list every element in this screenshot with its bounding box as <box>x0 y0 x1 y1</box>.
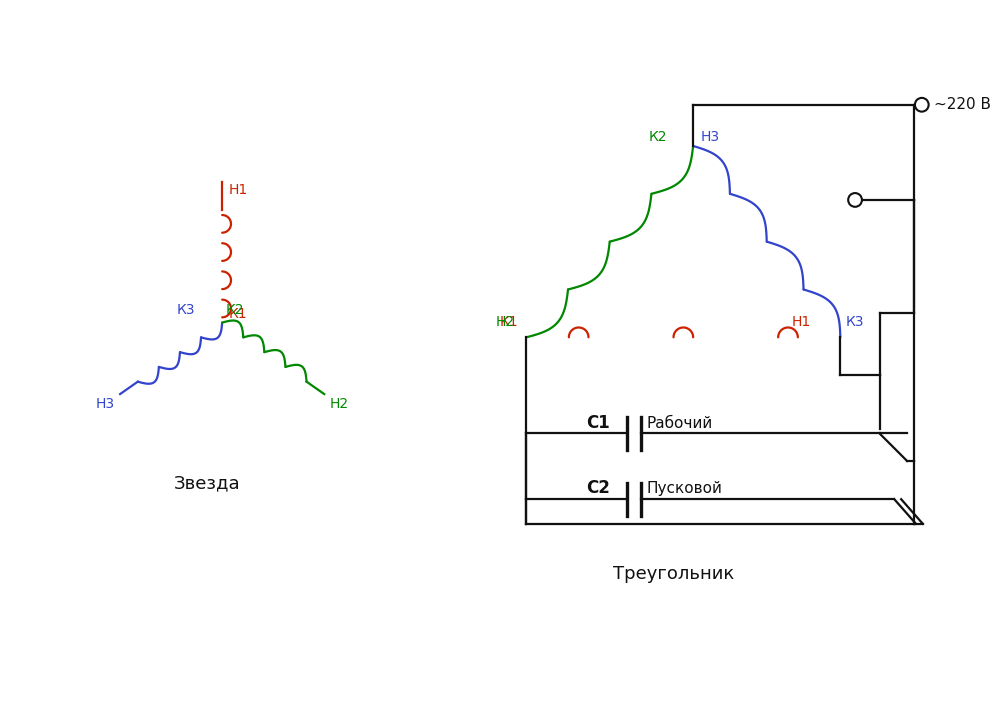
Text: Н3: Н3 <box>701 130 720 144</box>
Text: К3: К3 <box>845 315 864 329</box>
Text: Пусковой: Пусковой <box>646 481 722 496</box>
Text: Н2: Н2 <box>329 397 348 411</box>
Text: Рабочий: Рабочий <box>646 416 712 431</box>
Text: Н2: Н2 <box>495 315 515 329</box>
Text: К1: К1 <box>229 307 248 321</box>
Text: Звезда: Звезда <box>174 474 241 493</box>
Text: К2: К2 <box>649 130 667 144</box>
Text: ~220 В: ~220 В <box>934 98 991 112</box>
Text: Н1: Н1 <box>791 315 811 329</box>
Text: К1: К1 <box>500 315 518 329</box>
Text: К3: К3 <box>176 303 195 317</box>
Text: К2: К2 <box>226 303 245 317</box>
Text: Треугольник: Треугольник <box>613 565 734 583</box>
Text: С1: С1 <box>586 414 610 431</box>
Text: Н1: Н1 <box>229 183 248 197</box>
Text: Н3: Н3 <box>96 397 115 411</box>
Text: С2: С2 <box>586 479 610 497</box>
